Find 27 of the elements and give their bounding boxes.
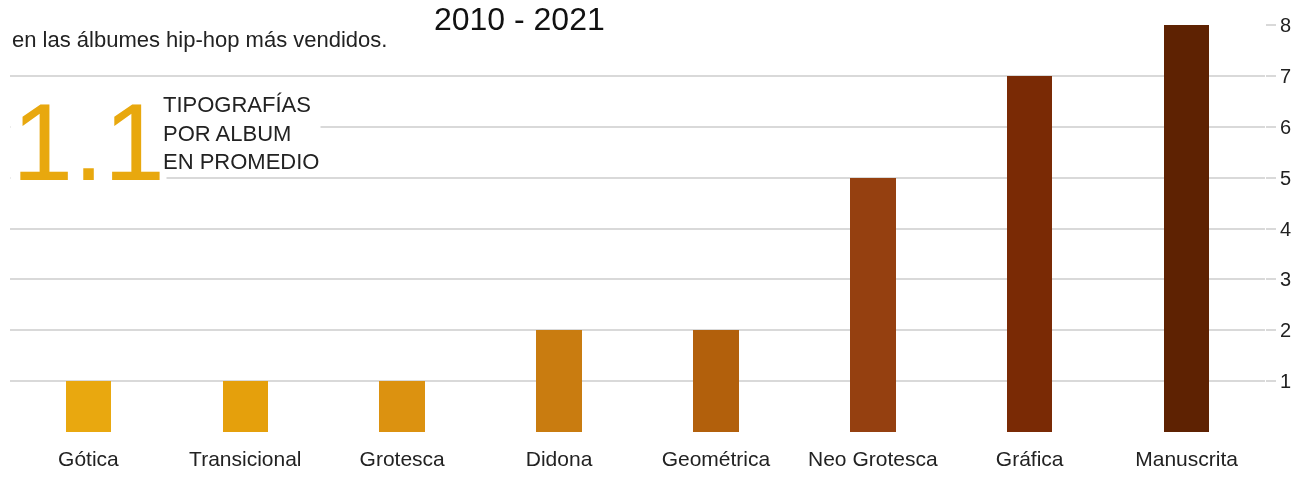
bar (223, 381, 268, 432)
x-tick-label: Geométrica (661, 447, 771, 470)
x-tick-label: Manuscrita (1135, 447, 1239, 470)
bar (693, 330, 739, 432)
bar (536, 330, 582, 432)
y-tick-label: 4 (1280, 217, 1292, 240)
y-tick-label: 5 (1280, 166, 1292, 189)
x-tick-label: Transicional (189, 447, 302, 470)
bar (1007, 76, 1052, 432)
bar (379, 381, 425, 432)
chart-title: 2010 - 2021 (433, 0, 605, 37)
y-tick-label: 6 (1280, 115, 1292, 138)
x-tick-label: Neo Grotesca (808, 447, 938, 470)
x-tick-label: Gótica (58, 447, 120, 470)
y-tick-label: 2 (1280, 319, 1292, 342)
y-tick-label: 8 (1280, 14, 1292, 36)
bar (1164, 25, 1209, 432)
x-tick-label: Didona (525, 447, 593, 470)
x-tick-label: Grotesca (359, 447, 446, 470)
y-tick-label: 1 (1280, 370, 1292, 393)
x-tick-label: Gráfica (995, 447, 1064, 470)
annotation: TIPOGRAFÍAS POR ALBUM EN PROMEDIO (163, 92, 320, 175)
bar (66, 381, 111, 432)
y-tick-label: 3 (1280, 268, 1292, 291)
bar (850, 178, 896, 432)
chart-subtitle: en las álbumes hip-hop más vendidos. (12, 27, 388, 52)
y-tick-label: 7 (1280, 64, 1292, 87)
